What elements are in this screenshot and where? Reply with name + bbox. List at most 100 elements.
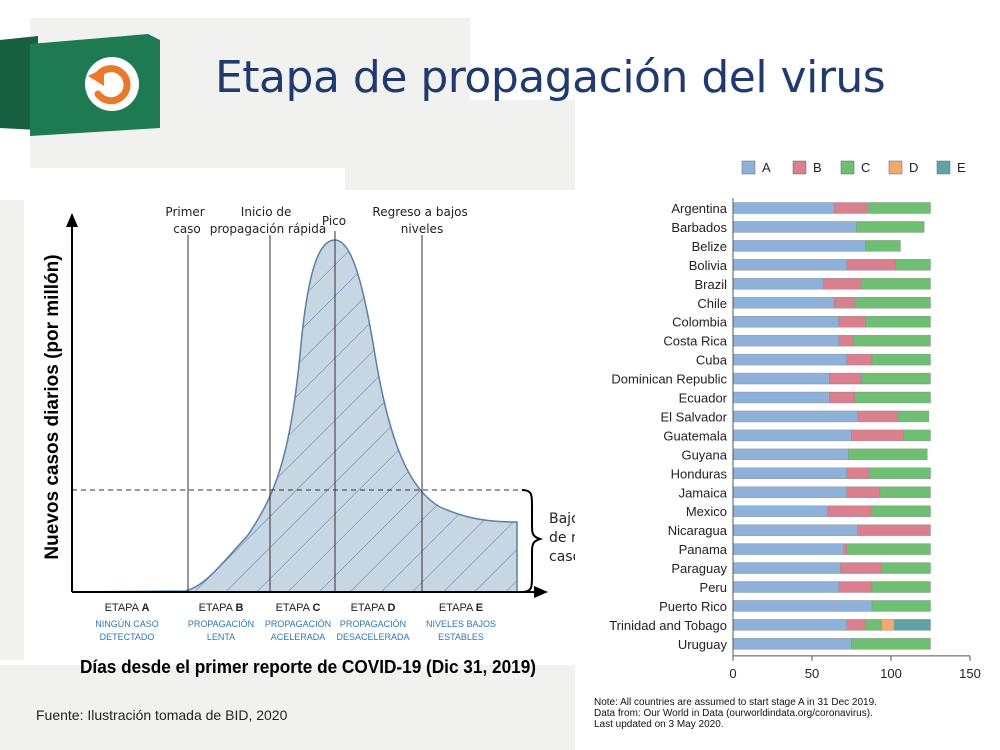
x-tick-label: 50 bbox=[805, 666, 819, 681]
bar-segment-c: Argentina C: 40 bbox=[867, 202, 931, 214]
bar-segment-b: El Salvador B: 25 bbox=[857, 410, 898, 423]
stage-title: ETAPA B bbox=[199, 602, 244, 614]
bar-segment-b: Trinidad and Tobago B: 12 bbox=[846, 619, 866, 631]
bar-segment-c: Cuba C: 37 bbox=[871, 353, 931, 366]
country-label: Paraguay bbox=[671, 561, 727, 576]
bar-segment-b: Paraguay B: 26 bbox=[840, 562, 882, 574]
bar-segment-c: Guatemala C: 17 bbox=[903, 429, 931, 442]
bar-segment-e: Trinidad and Tobago E: 23 bbox=[893, 619, 931, 631]
x-axis-label: Días desde el primer reporte de COVID-19… bbox=[80, 657, 536, 677]
brace-label-line: Bajos niveles bbox=[549, 511, 575, 527]
bar-segment-b: Chile B: 13 bbox=[833, 297, 855, 309]
bar-segment-c: Colombia C: 41 bbox=[865, 316, 931, 328]
brace-label-line: casos bbox=[549, 549, 575, 565]
stage-title: ETAPA D bbox=[351, 602, 396, 614]
background-block bbox=[345, 100, 575, 190]
country-label: Chile bbox=[697, 296, 727, 311]
page-title: Etapa de propagación del virus bbox=[215, 52, 886, 103]
legend-swatch-a bbox=[741, 160, 756, 175]
country-label: Cuba bbox=[696, 353, 728, 368]
legend-swatch-d bbox=[888, 160, 903, 175]
background-block bbox=[0, 665, 575, 750]
country-label: Ecuador bbox=[679, 391, 728, 406]
marker-line-text: Inicio de bbox=[241, 205, 292, 219]
bar-segment-b: Nicaragua B: 46 bbox=[857, 524, 931, 536]
country-label: El Salvador bbox=[661, 409, 728, 424]
stage-description: LENTA bbox=[207, 632, 235, 642]
bar-segment-c: Barbados C: 43 bbox=[856, 221, 925, 233]
stage-title: ETAPA C bbox=[276, 602, 321, 614]
country-label: Nicaragua bbox=[668, 523, 728, 538]
marker-label-return-low: Regreso a bajos niveles bbox=[372, 205, 471, 236]
bar-segment-a: Guatemala A: 75 bbox=[732, 429, 852, 442]
bar-segment-a: El Salvador A: 79 bbox=[732, 410, 859, 423]
axes bbox=[66, 213, 548, 598]
bar-segment-b: Ecuador B: 16 bbox=[829, 391, 855, 404]
country-label: Brazil bbox=[694, 277, 727, 292]
marker-line-text: propagación rápida bbox=[210, 222, 326, 236]
stage-letter: D bbox=[387, 602, 395, 614]
legend-swatch-e bbox=[936, 160, 951, 175]
stage-letter: A bbox=[141, 602, 149, 614]
bar-segment-b: Argentina B: 21 bbox=[833, 202, 868, 214]
curve-area bbox=[71, 239, 518, 593]
country-label: Mexico bbox=[686, 504, 727, 519]
country-label: Peru bbox=[700, 580, 727, 595]
bar-segment-a: Chile A: 64 bbox=[732, 297, 835, 309]
note-line: Data from: Our World in Data (ourworldin… bbox=[594, 708, 873, 719]
bar-segment-c: Peru C: 37 bbox=[871, 581, 931, 593]
bar-segment-a: Colombia A: 67 bbox=[732, 316, 840, 328]
x-tick-label: 0 bbox=[729, 666, 736, 681]
bar-segment-b: Colombia B: 17 bbox=[838, 316, 866, 328]
stage-prefix: ETAPA bbox=[276, 602, 313, 614]
x-tick-label: 150 bbox=[959, 666, 981, 681]
legend-label: D bbox=[909, 160, 918, 175]
legend-label: B bbox=[813, 160, 822, 175]
country-label: Argentina bbox=[671, 201, 727, 216]
country-label: Dominican Republic bbox=[611, 372, 727, 387]
country-label: Jamaica bbox=[679, 485, 728, 500]
low-levels-brace bbox=[521, 489, 544, 593]
stage-labels: ETAPA A NINGÚN CASO DETECTADO ETAPA B PROPAG… bbox=[95, 602, 496, 642]
brace-label: Bajos niveles de nuevos casos bbox=[549, 511, 575, 565]
bar-segment-a: Argentina A: 64 bbox=[732, 202, 835, 214]
country-label: Belize bbox=[692, 239, 727, 254]
stage-description: NIVELES BAJOS bbox=[426, 619, 496, 629]
bar-segment-c: Mexico C: 37 bbox=[871, 505, 931, 517]
marker-label-peak: Pico bbox=[322, 214, 346, 228]
stage-title: ETAPA A bbox=[105, 602, 150, 614]
legend-swatch-b bbox=[792, 160, 807, 175]
marker-lines bbox=[187, 231, 423, 592]
bar-segment-a: Uruguay A: 75 bbox=[732, 638, 852, 650]
bar-segment-c: Dominican Republic C: 44 bbox=[860, 372, 931, 385]
bar-segment-b: Jamaica B: 21 bbox=[846, 486, 881, 498]
bar-segment-a: Nicaragua A: 79 bbox=[732, 524, 859, 536]
bar-segment-c: Ecuador C: 48 bbox=[854, 391, 931, 404]
bar-segment-c: Belize C: 22 bbox=[865, 240, 901, 252]
bar-segment-c: Trinidad and Tobago C: 10 bbox=[865, 619, 882, 631]
y-axis-label: Nuevos casos diarios (por millón) bbox=[42, 254, 63, 559]
note-line: Note: All countries are assumed to start… bbox=[594, 697, 877, 708]
bar-segment-b: Cuba B: 16 bbox=[846, 353, 873, 366]
bar-segment-c: Honduras C: 39 bbox=[868, 467, 931, 479]
stage-description: DESACELERADA bbox=[336, 632, 409, 642]
bar-segment-b: Honduras B: 14 bbox=[846, 467, 870, 479]
bar-segment-a: Cuba A: 72 bbox=[732, 353, 847, 366]
stage-description: NINGÚN CASO bbox=[95, 619, 159, 629]
brace-label-line: de nuevos bbox=[549, 530, 575, 546]
legend-swatch-c bbox=[840, 160, 855, 175]
stage-letter: C bbox=[312, 602, 320, 614]
country-label: Uruguay bbox=[678, 637, 728, 652]
marker-line-text: Primer bbox=[165, 205, 204, 219]
bar-segment-a: Puerto Rico A: 88 bbox=[732, 600, 873, 612]
bar-segment-b: Mexico B: 28 bbox=[827, 505, 873, 517]
banner-fold bbox=[0, 36, 38, 130]
bar-segment-b: Panama B: 2 bbox=[843, 543, 847, 555]
bar-segment-a: Guyana A: 73 bbox=[732, 448, 849, 461]
bar-segment-a: Brazil A: 57 bbox=[732, 278, 824, 290]
bar-segment-c: Costa Rica C: 49 bbox=[852, 334, 931, 347]
stage-prefix: ETAPA bbox=[199, 602, 236, 614]
bar-segment-a: Mexico A: 60 bbox=[732, 505, 829, 517]
country-label: Guyana bbox=[681, 447, 727, 462]
